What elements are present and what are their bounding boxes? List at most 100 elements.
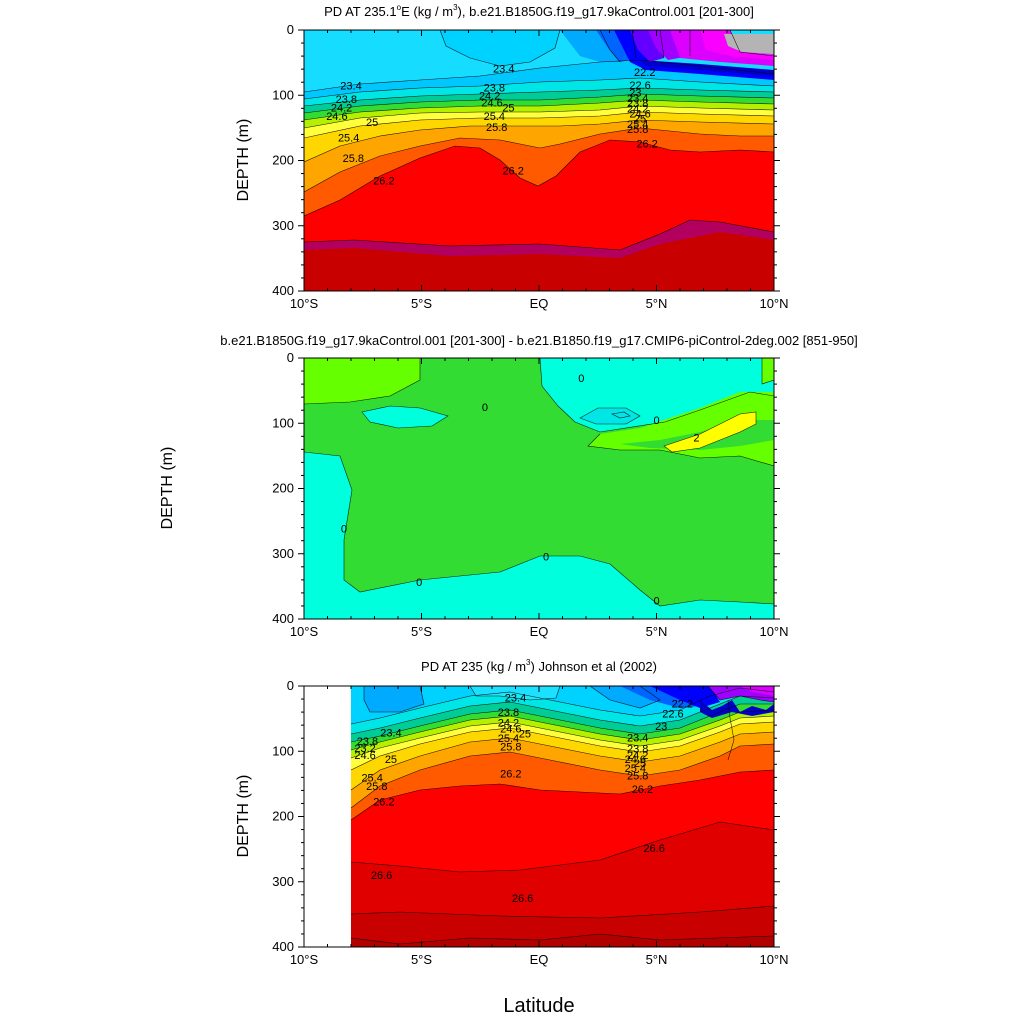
contour-label: 24.2	[331, 103, 352, 115]
y-tick-label: 100	[272, 743, 294, 758]
contour-label: 22.6	[629, 80, 650, 92]
y-tick-label: 0	[287, 350, 294, 365]
contour-label: 25	[634, 114, 646, 126]
contour-label: 25	[385, 754, 397, 766]
x-tick-label: 5°N	[646, 624, 668, 639]
contour-label: 25	[502, 103, 514, 115]
x-tick-label: 10°S	[290, 624, 319, 639]
contour-label: 0	[416, 577, 422, 589]
contour-label: 25.4	[498, 733, 519, 745]
contour-label: 26.2	[502, 165, 523, 177]
contour-label: 23	[655, 721, 667, 733]
contour-label: 25.8	[486, 122, 507, 134]
x-tick-label: 5°S	[411, 624, 432, 639]
x-tick-label: 5°S	[411, 296, 432, 311]
y-tick-label: 0	[287, 678, 294, 693]
contour-label: 0	[543, 551, 549, 563]
y-tick-label: 200	[272, 809, 294, 824]
contour-label: 23.4	[627, 93, 648, 105]
contour-label: 22.2	[672, 699, 693, 711]
y-tick-label: 0	[287, 22, 294, 37]
panel-3-field	[304, 686, 774, 947]
contour-label: 26.2	[373, 176, 394, 188]
panel-2-ylabel: DEPTH (m)	[159, 447, 176, 530]
x-tick-label: 10°S	[290, 952, 319, 967]
contour-label: 24.2	[627, 750, 648, 762]
panel-3-title: PD AT 235 (kg / m3) Johnson et al (2002)	[421, 658, 657, 674]
panel-3: PD AT 235 (kg / m3) Johnson et al (2002)	[235, 658, 789, 967]
contour-label: 25.4	[625, 763, 646, 775]
contour-label: 25.8	[627, 770, 648, 782]
contour-label: 26.2	[636, 139, 657, 151]
panel-2-field	[304, 358, 774, 619]
y-tick-label: 200	[272, 153, 294, 168]
contour-label: 25.4	[361, 772, 382, 784]
y-tick-label: 300	[272, 874, 294, 889]
contour-label: 23	[629, 88, 641, 100]
contour-label: 24.6	[500, 723, 521, 735]
panel-3-axes: 10°S 5°S EQ 5°N 10°N 0 100 200 300 400	[272, 678, 788, 967]
contour-label: 26.2	[632, 784, 653, 796]
contour-label: 23.8	[627, 98, 648, 110]
contour-label: 24.6	[354, 750, 375, 762]
contour-label: 0	[653, 415, 659, 427]
panel-1-field	[304, 30, 774, 291]
y-tick-label: 100	[272, 415, 294, 430]
contour-label: 23.4	[493, 63, 514, 75]
contour-label: 26.2	[500, 768, 521, 780]
contour-label: 25.8	[627, 124, 648, 136]
contour-label: 25	[634, 758, 646, 770]
contour-label: 22.2	[634, 67, 655, 79]
contour-label: 23.8	[357, 736, 378, 748]
x-tick-label: EQ	[530, 296, 549, 311]
x-tick-label: 10°S	[290, 296, 319, 311]
x-tick-label: 10°N	[759, 296, 788, 311]
y-tick-label: 400	[272, 939, 294, 954]
contour-label: 25.4	[627, 119, 648, 131]
contour-label: 23.8	[336, 94, 357, 106]
contour-label: 23.8	[484, 82, 505, 94]
contour-label: 23.4	[380, 727, 401, 739]
x-tick-label: 5°S	[411, 952, 432, 967]
contour-label: 22.6	[662, 708, 683, 720]
contour-label: 25.8	[343, 153, 364, 165]
contour-label: 0	[653, 596, 659, 608]
contour-label: 24.2	[479, 90, 500, 102]
contour-label: 25.4	[484, 111, 505, 123]
contour-label: 0	[578, 373, 584, 385]
contour-label: 23.4	[340, 80, 361, 92]
y-tick-label: 200	[272, 481, 294, 496]
panel-1: PD AT 235.1oE (kg / m3), b.e21.B1850G.f1…	[235, 3, 789, 311]
contour-label: 25	[366, 117, 378, 129]
contour-label: 24.6	[481, 97, 502, 109]
x-tick-label: EQ	[530, 624, 549, 639]
x-tick-label: 5°N	[646, 952, 668, 967]
contour-label: 25.8	[366, 781, 387, 793]
contour-label: 23.8	[498, 707, 519, 719]
contour-label: 26.2	[373, 796, 394, 808]
panel-1-contour-labels: 23.423.824.224.6 2525.425.826.223.423.824…	[326, 63, 658, 187]
y-tick-label: 300	[272, 546, 294, 561]
contour-label: 26.6	[512, 893, 533, 905]
contour-label: 2	[693, 433, 699, 445]
contour-label: 24.6	[625, 754, 646, 766]
contour-label: 24.6	[629, 109, 650, 121]
panel-2: b.e21.B1850G.f19_g17.9kaControl.001 [201…	[159, 333, 858, 639]
contour-label: 0	[341, 523, 347, 535]
contour-label: 23.2	[354, 743, 375, 755]
contour-label: 26.6	[643, 843, 664, 855]
contour-label: 23.4	[505, 693, 526, 705]
contour-label: 0	[482, 402, 488, 414]
contour-label: 23.8	[627, 744, 648, 756]
x-axis-label: Latitude	[503, 995, 574, 1017]
x-tick-label: 10°N	[759, 624, 788, 639]
y-tick-label: 300	[272, 218, 294, 233]
contour-label: 23.4	[627, 733, 648, 745]
panel-2-contour-labels: 0 0 0 2 0 0 0 0	[341, 373, 700, 608]
contour-label: 24.2	[627, 103, 648, 115]
contour-label: 25.8	[500, 742, 521, 754]
contour-label: 24.6	[326, 111, 347, 123]
contour-label: 24.2	[498, 718, 519, 730]
